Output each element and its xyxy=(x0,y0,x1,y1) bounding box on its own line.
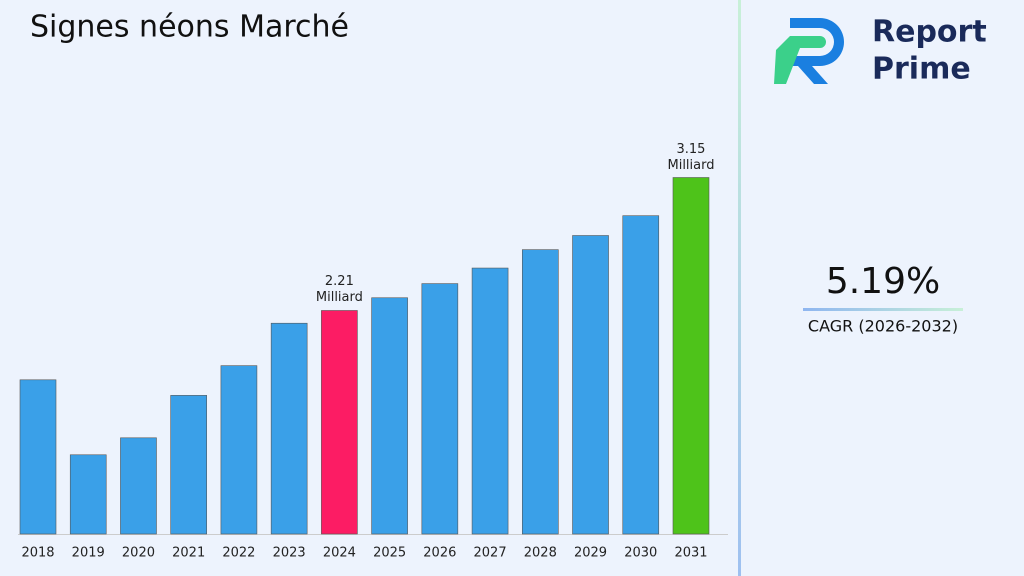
x-tick-label: 2021 xyxy=(172,546,205,561)
x-tick-label: 2022 xyxy=(222,546,255,561)
cagr-value: 5.19% xyxy=(826,261,940,302)
x-tick-label: 2025 xyxy=(373,546,406,561)
x-tick-label: 2028 xyxy=(524,546,557,561)
cagr-rule xyxy=(803,308,963,311)
brand: Report xyxy=(872,15,987,50)
bar xyxy=(371,297,408,535)
x-tick-label: 2023 xyxy=(273,546,306,561)
x-tick-label: 2026 xyxy=(423,546,456,561)
divider xyxy=(738,0,741,576)
chart-title: Signes néons Marché xyxy=(30,10,349,45)
logo: Report Prime xyxy=(774,15,987,87)
bar xyxy=(622,215,660,535)
value-label: 3.15 Milliard xyxy=(667,141,715,173)
x-tick-label: 2018 xyxy=(21,546,54,561)
cagr-label: CAGR (2026-2032) xyxy=(808,317,958,336)
bar xyxy=(421,283,459,535)
x-tick-label: 2027 xyxy=(474,546,507,561)
x-tick-label: 2030 xyxy=(624,546,657,561)
x-tick-label: 2031 xyxy=(674,546,707,561)
bar xyxy=(521,249,559,535)
bar xyxy=(321,310,358,535)
bar xyxy=(220,365,258,535)
bar xyxy=(572,235,609,535)
bar xyxy=(120,437,157,535)
bar xyxy=(19,379,57,535)
x-tick-label: 2019 xyxy=(72,546,105,561)
brand: Prime xyxy=(872,52,971,87)
x-tick-label: 2020 xyxy=(122,546,155,561)
bar xyxy=(270,322,308,535)
bar xyxy=(471,267,509,535)
value-label: 2.21 Milliard xyxy=(315,274,363,306)
x-tick-label: 2029 xyxy=(574,546,607,561)
x-tick-label: 2024 xyxy=(323,546,356,561)
bar xyxy=(672,177,710,535)
bar xyxy=(69,454,107,535)
bar xyxy=(170,395,207,535)
